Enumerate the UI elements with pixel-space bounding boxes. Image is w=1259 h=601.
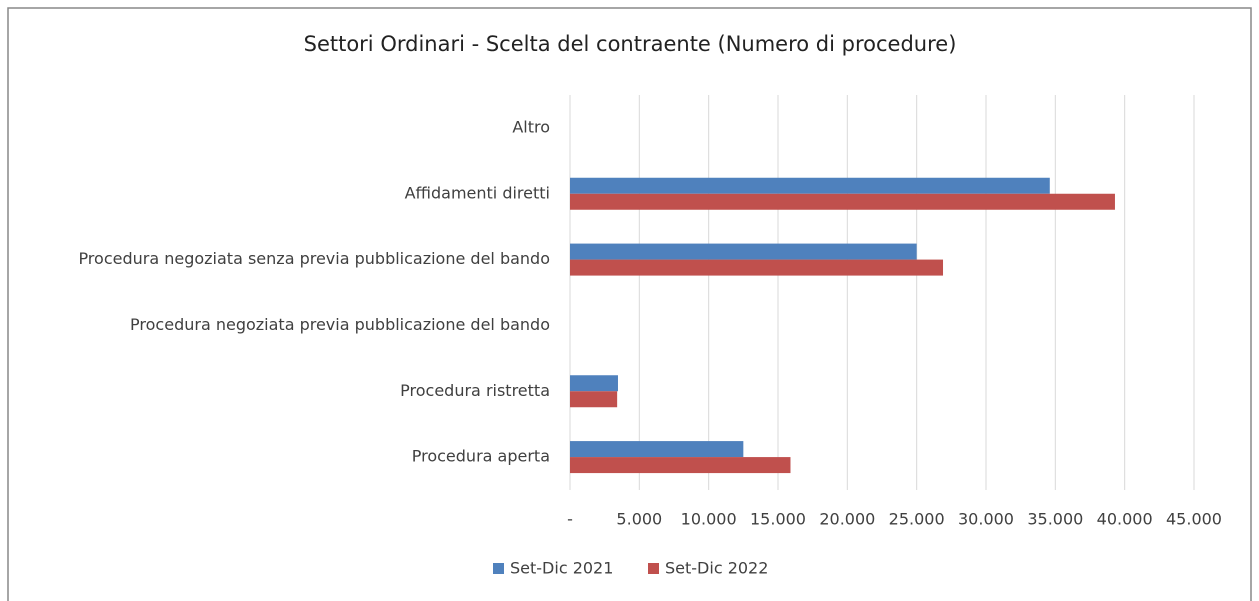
- legend-swatch: [493, 563, 504, 574]
- chart-title: Settori Ordinari - Scelta del contraente…: [304, 32, 957, 56]
- x-tick-label: 10.000: [681, 510, 737, 529]
- y-tick-label: Procedura ristretta: [400, 381, 550, 400]
- chart-frame: [7, 7, 1252, 601]
- legend-label: Set-Dic 2021: [510, 559, 613, 578]
- bar: [570, 375, 618, 392]
- x-tick-label: 40.000: [1097, 510, 1153, 529]
- y-tick-label: Procedura aperta: [412, 447, 550, 466]
- bar: [570, 243, 917, 260]
- bar: [570, 441, 744, 458]
- bar: [570, 259, 944, 276]
- x-tick-label: 20.000: [819, 510, 875, 529]
- x-tick-label: 30.000: [958, 510, 1014, 529]
- bar: [570, 193, 1115, 210]
- x-tick-label: 25.000: [889, 510, 945, 529]
- x-tick-label: 5.000: [616, 510, 662, 529]
- y-tick-label: Affidamenti diretti: [405, 183, 550, 202]
- legend-swatch: [648, 563, 659, 574]
- bar: [570, 457, 791, 474]
- bar: [570, 391, 618, 408]
- legend-label: Set-Dic 2022: [665, 559, 768, 578]
- y-tick-label: Procedura negoziata senza previa pubblic…: [78, 249, 550, 268]
- y-tick-label: Procedura negoziata previa pubblicazione…: [130, 315, 550, 334]
- x-tick-label: 45.000: [1166, 510, 1222, 529]
- x-tick-label: -: [567, 510, 573, 529]
- y-tick-label: Altro: [512, 117, 550, 136]
- bar: [570, 177, 1050, 194]
- x-tick-label: 15.000: [750, 510, 806, 529]
- x-tick-label: 35.000: [1027, 510, 1083, 529]
